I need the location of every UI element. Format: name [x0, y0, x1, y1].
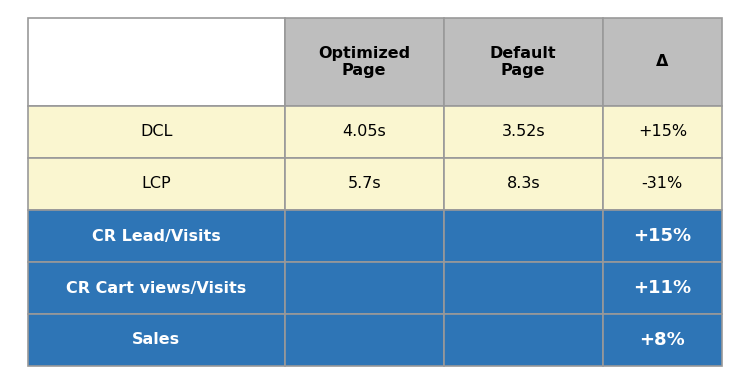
Bar [285, 158, 444, 210]
Bar [28, 314, 285, 366]
Bar [285, 210, 444, 262]
Bar [444, 158, 603, 210]
Text: 4.05s: 4.05s [342, 124, 386, 139]
Text: +15%: +15% [638, 124, 687, 139]
Bar [444, 106, 603, 158]
Text: CR Lead/Visits: CR Lead/Visits [92, 229, 220, 243]
Bar [285, 106, 444, 158]
Bar [285, 314, 444, 366]
Text: Sales: Sales [132, 333, 181, 348]
Text: +11%: +11% [633, 279, 692, 297]
Bar [603, 106, 722, 158]
Bar [603, 210, 722, 262]
Text: 3.52s: 3.52s [502, 124, 545, 139]
Text: 5.7s: 5.7s [347, 177, 381, 192]
Text: Optimized
Page: Optimized Page [318, 46, 410, 78]
Text: -31%: -31% [642, 177, 683, 192]
Bar [444, 18, 603, 106]
Bar [603, 262, 722, 314]
Text: DCL: DCL [140, 124, 172, 139]
Text: Δ: Δ [656, 55, 668, 69]
Bar [285, 262, 444, 314]
Bar [28, 262, 285, 314]
Text: LCP: LCP [142, 177, 171, 192]
Text: +15%: +15% [633, 227, 692, 245]
Bar [28, 106, 285, 158]
Bar [444, 314, 603, 366]
Text: CR Cart views/Visits: CR Cart views/Visits [66, 280, 247, 295]
Bar [444, 210, 603, 262]
Bar [603, 18, 722, 106]
Bar [28, 158, 285, 210]
Bar [28, 18, 285, 106]
Bar [285, 18, 444, 106]
Text: 8.3s: 8.3s [506, 177, 540, 192]
Text: +8%: +8% [640, 331, 686, 349]
Bar [603, 314, 722, 366]
Bar [603, 158, 722, 210]
Bar [444, 262, 603, 314]
Bar [28, 210, 285, 262]
Text: Default
Page: Default Page [490, 46, 556, 78]
